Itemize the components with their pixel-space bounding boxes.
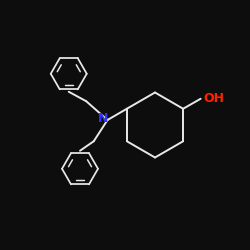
Text: OH: OH	[204, 92, 225, 105]
Text: N: N	[98, 112, 108, 125]
